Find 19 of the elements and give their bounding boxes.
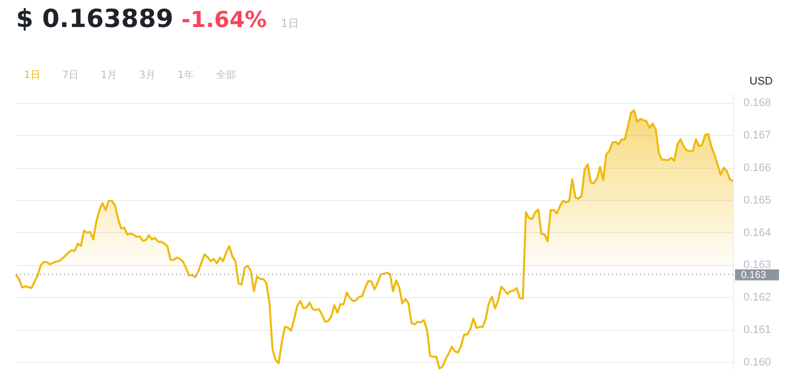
y-tick-label: 0.164: [744, 226, 772, 239]
text: 1年: [178, 69, 194, 82]
text: 1日: [24, 69, 40, 82]
y-axis-title: USD: [750, 76, 773, 88]
y-tick-label: 0.168: [744, 97, 772, 110]
chart-subtitle: -1.64%: [181, 8, 267, 33]
y-tick-label: 0.161: [744, 324, 772, 336]
text: 全部: [216, 68, 236, 82]
text: 7日: [62, 69, 79, 82]
text: 1月: [100, 69, 118, 82]
y-tick-label: 0.160: [744, 356, 772, 368]
y-tick-label: 0.162: [744, 292, 772, 304]
y-tick-label: 0.167: [744, 130, 772, 142]
y-tick-label: 0.166: [744, 162, 772, 174]
text: 3月: [139, 69, 156, 82]
y-tick-label: 0.165: [744, 194, 772, 206]
chart-title: $ 0.163889: [16, 4, 174, 33]
text: 1日: [280, 16, 299, 31]
y-tick-label: 0.163: [744, 259, 772, 272]
